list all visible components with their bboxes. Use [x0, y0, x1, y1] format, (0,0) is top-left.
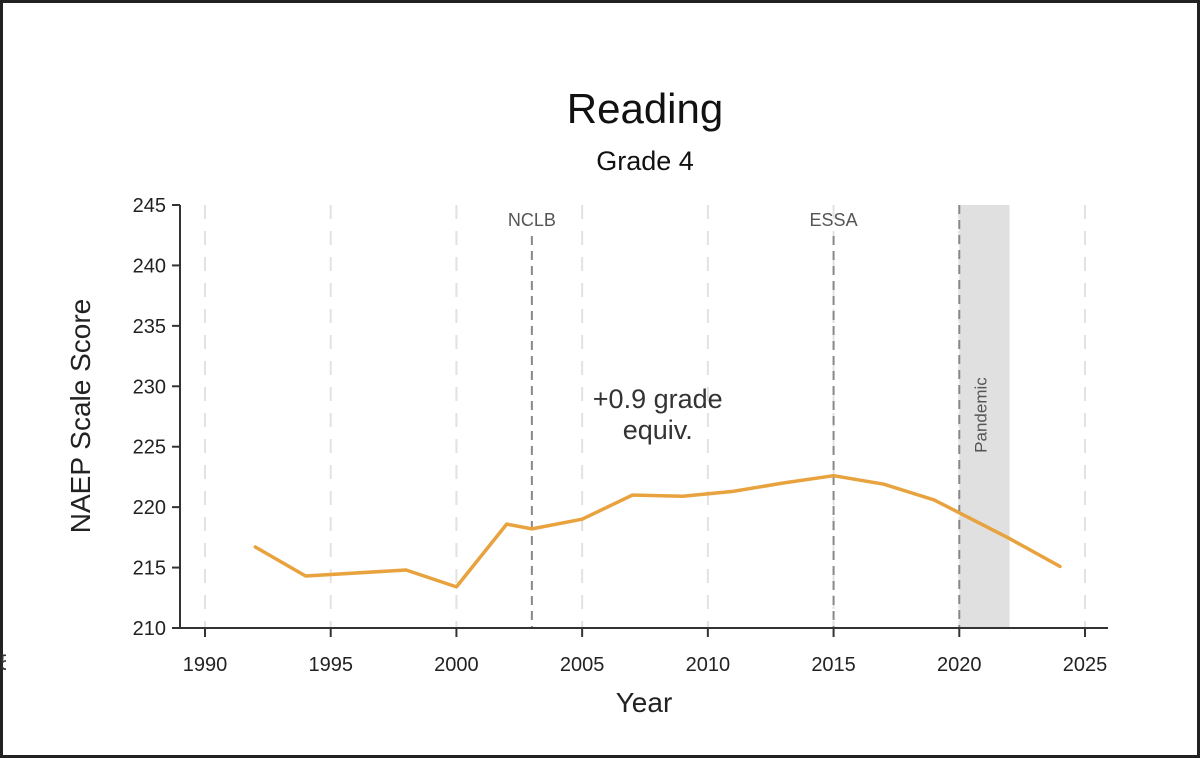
y-tick-label: 230: [133, 376, 166, 398]
data-point: [580, 517, 584, 521]
data-point: [1008, 537, 1012, 541]
data-point: [832, 474, 836, 478]
x-tick-label: 1995: [308, 654, 353, 676]
data-point: [781, 481, 785, 485]
y-tick-label: 225: [133, 437, 166, 459]
y-tick-label: 235: [133, 316, 166, 338]
y-tick-label: 210: [133, 618, 166, 640]
data-point: [630, 493, 634, 497]
x-tick-label: 2000: [434, 654, 479, 676]
chart-subtitle: Grade 4: [596, 146, 694, 176]
data-point: [882, 482, 886, 486]
axes-layer: 210 215 220 225 230 235 240 245 1990 1995 2000 2005…: [65, 195, 1108, 718]
shaded-region-pandemic: [959, 205, 1010, 628]
shaded-region-layer: Pandemic: [959, 205, 1010, 628]
data-point: [932, 498, 936, 502]
chart-title: Reading: [566, 85, 724, 132]
reference-line-label: ESSA: [810, 210, 858, 230]
data-point: [253, 545, 257, 549]
y-tick-label: 245: [133, 195, 166, 217]
data-point: [454, 585, 458, 589]
data-point: [681, 494, 685, 498]
series-line-reading-grade-4: [253, 473, 1062, 589]
x-tick-label: 1990: [183, 654, 228, 676]
annotation-text: equiv.: [623, 415, 693, 445]
reference-line-label: NCLB: [508, 210, 556, 230]
x-tick-label: 2015: [811, 654, 856, 676]
x-tick-label: 2025: [1063, 654, 1108, 676]
clipped-edge-tick-label: 5: [0, 650, 6, 676]
y-tick-label: 240: [133, 255, 166, 277]
data-point: [530, 527, 534, 531]
x-axis-label: Year: [616, 687, 673, 718]
x-tick-label: 2010: [686, 654, 731, 676]
data-point: [304, 574, 308, 578]
x-tick-label: 2020: [937, 654, 982, 676]
shaded-region-label: Pandemic: [971, 377, 990, 453]
reference-line-layer: NCLB ESSA: [508, 205, 961, 628]
series-layer: [253, 473, 1062, 589]
data-point: [404, 568, 408, 572]
y-axis-label: NAEP Scale Score: [65, 299, 96, 534]
data-point: [505, 522, 509, 526]
data-point: [1058, 564, 1062, 568]
annotation-text: +0.9 grade: [593, 384, 723, 414]
data-point: [731, 489, 735, 493]
y-tick-label: 220: [133, 497, 166, 519]
y-tick-label: 215: [133, 558, 166, 580]
x-tick-label: 2005: [560, 654, 605, 676]
